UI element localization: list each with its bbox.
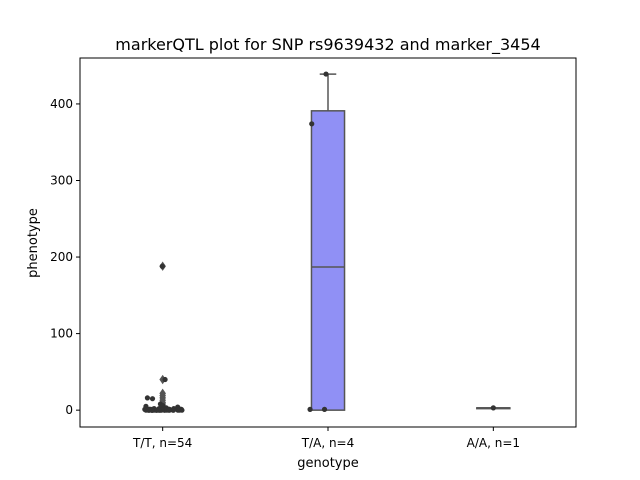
data-point [149, 407, 155, 413]
data-point [490, 405, 496, 411]
chart-title: markerQTL plot for SNP rs9639432 and mar… [115, 35, 540, 55]
data-point [309, 121, 315, 127]
data-point [144, 395, 151, 401]
strip-points-3 [490, 405, 496, 411]
strip-points-1 [142, 263, 185, 413]
y-tick-label: 400 [50, 97, 73, 111]
y-tick-label: 100 [50, 327, 73, 341]
data-point [159, 263, 165, 269]
y-axis-label: phenotype [26, 208, 41, 278]
data-point [175, 407, 181, 413]
x-tick-label: A/A, n=1 [467, 436, 520, 450]
y-tick-label: 0 [65, 403, 73, 417]
x-tick-label: T/T, n=54 [132, 436, 192, 450]
plot-area [142, 71, 511, 413]
data-point [166, 407, 172, 413]
x-tick-label: T/A, n=4 [301, 436, 355, 450]
x-axis-label: genotype [297, 456, 358, 471]
y-tick-label: 200 [50, 250, 73, 264]
box-1 [145, 261, 180, 411]
y-tick-label: 300 [50, 173, 73, 187]
axes: 0 100 200 300 400 T/T, n=54 T/A, n=4 A/A, n=1 [50, 97, 520, 450]
data-point [170, 407, 176, 413]
box-2 [310, 73, 346, 411]
data-point [321, 406, 328, 412]
box-body [310, 110, 346, 411]
strip-points-2 [307, 71, 329, 412]
data-point [323, 71, 329, 77]
data-point [156, 407, 162, 413]
data-point [307, 406, 313, 412]
data-point [149, 396, 156, 402]
data-point [162, 376, 168, 383]
